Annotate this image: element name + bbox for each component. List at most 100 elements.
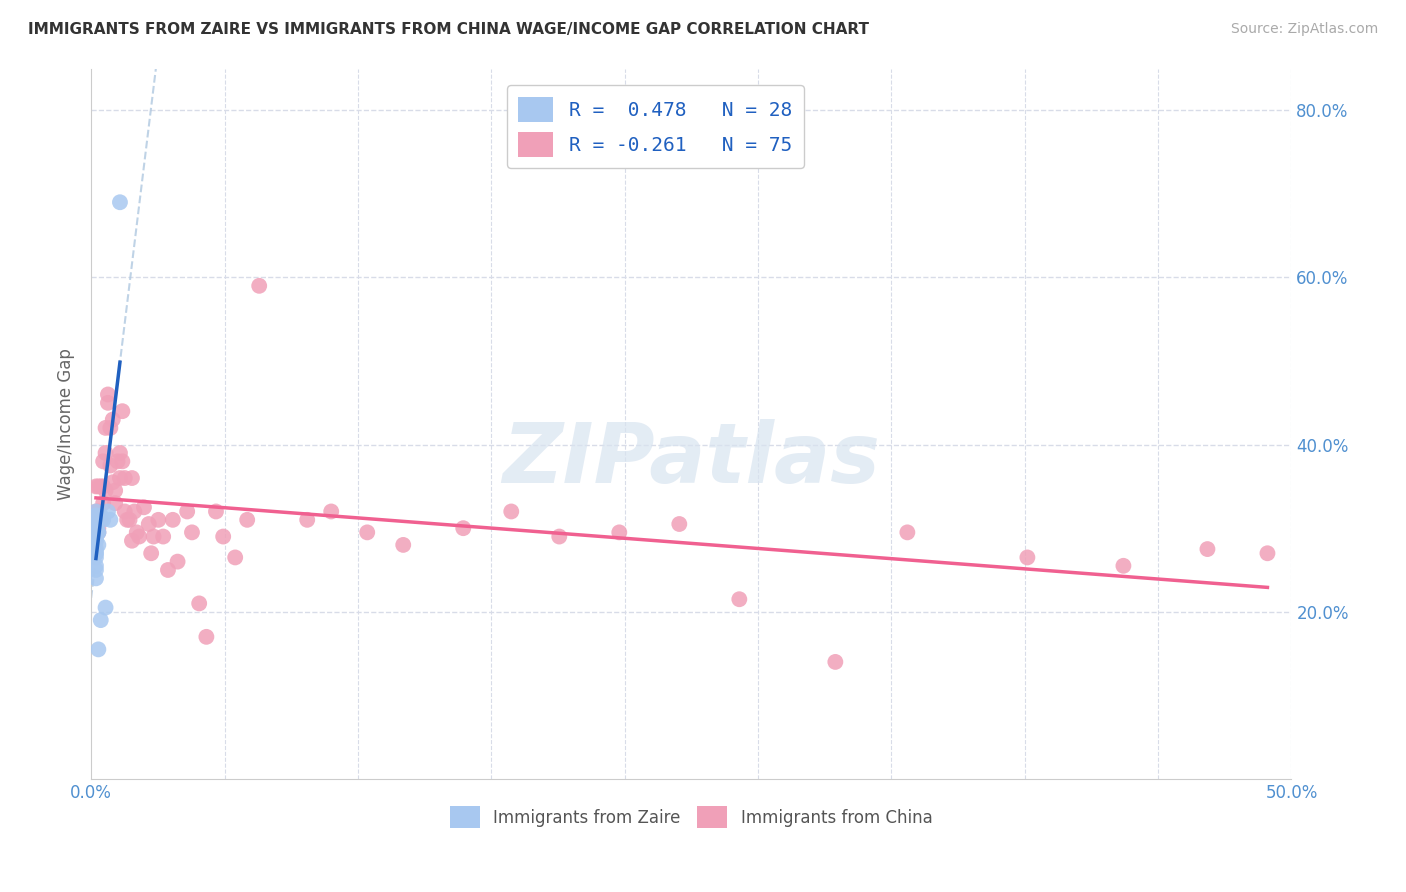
Point (152, 530, 174, 544)
Point (84, 525, 107, 540)
Point (84, 521, 107, 535)
Point (108, 471, 131, 485)
Point (824, 655, 846, 669)
Point (84, 504, 107, 518)
Point (166, 555, 188, 569)
Point (104, 483, 127, 498)
Point (501, 504, 523, 518)
Point (121, 471, 143, 485)
Point (181, 525, 204, 540)
Point (114, 504, 136, 518)
Point (94, 600, 117, 615)
Point (1017, 550, 1039, 565)
Point (91, 513, 114, 527)
Point (148, 513, 170, 527)
Text: IMMIGRANTS FROM ZAIRE VS IMMIGRANTS FROM CHINA WAGE/INCOME GAP CORRELATION CHART: IMMIGRANTS FROM ZAIRE VS IMMIGRANTS FROM… (28, 22, 869, 37)
Point (91, 479, 114, 493)
Point (451, 521, 474, 535)
Point (91, 454, 114, 468)
Point (247, 278, 270, 293)
Point (896, 525, 918, 540)
Point (84, 504, 107, 518)
Point (236, 513, 259, 527)
Point (156, 563, 179, 577)
Point (1112, 558, 1135, 573)
Point (107, 454, 129, 468)
Point (84, 571, 107, 585)
Y-axis label: Wage/Income Gap: Wage/Income Gap (58, 348, 75, 500)
Point (118, 513, 141, 527)
Point (212, 530, 235, 544)
Text: Source: ZipAtlas.com: Source: ZipAtlas.com (1230, 22, 1378, 37)
Point (84, 563, 107, 577)
Point (87, 479, 110, 493)
Point (295, 513, 318, 527)
Point (101, 475, 124, 490)
Point (176, 504, 198, 518)
Point (84, 546, 107, 560)
Point (87, 504, 110, 518)
Point (84, 546, 107, 560)
Point (668, 516, 690, 531)
Point (84, 508, 107, 523)
Point (607, 525, 630, 540)
Point (94, 483, 117, 498)
Point (87, 513, 110, 527)
Point (90, 479, 112, 493)
Point (84, 533, 107, 548)
Point (94, 421, 117, 435)
Point (132, 500, 155, 515)
Point (87, 538, 110, 552)
Point (114, 471, 136, 485)
Point (84, 513, 107, 527)
Point (87, 525, 110, 540)
Text: ZIPatlas: ZIPatlas (502, 418, 880, 500)
Point (108, 446, 131, 460)
Point (84, 513, 107, 527)
Point (84, 508, 107, 523)
Point (548, 530, 571, 544)
Point (84, 479, 107, 493)
Point (162, 513, 184, 527)
Point (87, 642, 110, 657)
Point (121, 533, 143, 548)
Point (224, 550, 246, 565)
Point (84, 558, 107, 573)
Point (104, 496, 127, 510)
Point (84, 521, 107, 535)
Point (101, 412, 124, 426)
Point (87, 525, 110, 540)
Point (87, 521, 110, 535)
Point (94, 446, 117, 460)
Point (84, 530, 107, 544)
Point (111, 454, 134, 468)
Point (392, 538, 415, 552)
Point (87, 525, 110, 540)
Point (84, 516, 107, 531)
Point (84, 525, 107, 540)
Point (90, 513, 112, 527)
Point (142, 530, 165, 544)
Point (97, 504, 120, 518)
Legend: Immigrants from Zaire, Immigrants from China: Immigrants from Zaire, Immigrants from C… (443, 800, 939, 835)
Point (115, 513, 138, 527)
Point (90, 508, 112, 523)
Point (98, 513, 121, 527)
Point (111, 404, 134, 418)
Point (98, 458, 121, 473)
Point (128, 530, 150, 544)
Point (108, 195, 131, 210)
Point (90, 613, 112, 627)
Point (84, 542, 107, 557)
Point (84, 550, 107, 565)
Point (84, 516, 107, 531)
Point (97, 387, 120, 401)
Point (138, 516, 160, 531)
Point (321, 504, 343, 518)
Point (90, 513, 112, 527)
Point (728, 592, 751, 607)
Point (356, 525, 378, 540)
Point (91, 496, 114, 510)
Point (141, 546, 163, 560)
Point (1197, 542, 1219, 557)
